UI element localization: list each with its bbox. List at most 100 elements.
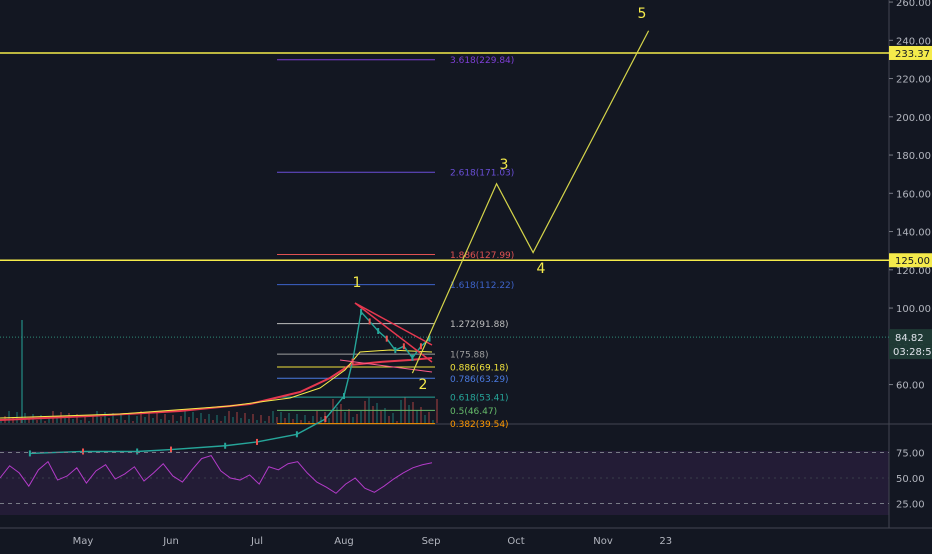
volume-bar <box>76 414 78 423</box>
candle-body <box>256 438 258 445</box>
candle-body <box>295 431 298 438</box>
fib-level-label: 0.382(39.54) <box>450 420 509 430</box>
candle-body <box>170 446 172 453</box>
volume-bar <box>424 415 426 423</box>
volume-bar <box>376 403 378 423</box>
countdown-label: 03:28:56 <box>893 347 932 358</box>
volume-bar <box>124 420 126 423</box>
price-tick-label: 260.00 <box>896 0 931 9</box>
candle-body <box>82 448 84 455</box>
candle-body <box>360 308 363 315</box>
price-tick-label: 160.00 <box>896 189 931 200</box>
fib-level-label: 3.618(229.84) <box>450 56 514 66</box>
volume-bar <box>260 415 262 423</box>
pattern-line <box>339 359 433 373</box>
volume-bar <box>340 404 342 423</box>
volume-bar <box>144 417 146 423</box>
volume-bar <box>84 415 86 423</box>
volume-bar <box>296 414 298 423</box>
wave-label-1: 1 <box>353 275 362 291</box>
moving-average-line <box>0 357 433 421</box>
volume-bar <box>268 416 270 423</box>
volume-bar <box>408 405 410 423</box>
volume-bar <box>28 419 30 423</box>
volume-bar <box>216 415 218 423</box>
fib-level-label: 1.886(127.99) <box>450 251 514 261</box>
volume-bar <box>228 411 230 423</box>
volume-bar <box>244 413 246 423</box>
fib-level-label: 1.272(91.88) <box>450 320 509 330</box>
volume-bar <box>280 412 282 423</box>
volume-bar <box>160 419 162 423</box>
time-tick-label: May <box>73 536 94 547</box>
countdown-tag <box>889 344 932 360</box>
volume-bar <box>48 416 50 423</box>
candle-body <box>343 393 345 400</box>
fib-level-label: 0.886(69.18) <box>450 363 509 373</box>
candle-body <box>385 335 388 342</box>
volume-bar <box>128 415 130 423</box>
candle-body <box>368 318 371 325</box>
time-tick-label: Oct <box>507 536 524 547</box>
rsi-band-fill <box>0 451 889 515</box>
volume-bar <box>384 408 386 423</box>
candle-body <box>324 415 327 422</box>
volume-bar <box>164 414 166 423</box>
volume-bar <box>420 407 422 423</box>
triangle-upper-line <box>354 302 433 346</box>
volume-bar <box>208 414 210 423</box>
volume-bar <box>400 400 402 423</box>
rsi-line <box>0 454 433 494</box>
volume-bar <box>116 419 118 423</box>
volume-bar <box>264 421 266 423</box>
price-tick-label: 100.00 <box>896 304 931 315</box>
volume-bar <box>396 421 398 423</box>
elliott-wave-projection <box>411 30 650 374</box>
volume-bar <box>364 401 366 423</box>
volume-bar <box>372 406 374 423</box>
time-tick-label: Aug <box>334 536 354 547</box>
volume-bar <box>252 414 254 423</box>
volume-bar <box>56 417 58 423</box>
horizontal-level-label: 125.00 <box>895 256 930 267</box>
volume-bar <box>276 417 278 423</box>
fib-level-label: 1(75.88) <box>450 351 489 361</box>
volume-bar <box>168 420 170 423</box>
volume-bar <box>192 412 194 423</box>
volume-bar <box>172 415 174 423</box>
current-price-label: 84.82 <box>895 333 924 344</box>
rsi-tick-label: 25.00 <box>896 500 925 511</box>
price-tick-label: 220.00 <box>896 75 931 86</box>
volume-bar <box>140 411 142 423</box>
candle-body <box>402 343 405 350</box>
price-tick-label: 120.00 <box>896 266 931 277</box>
fib-level-label: 0.786(63.29) <box>450 375 509 385</box>
volume-bar <box>348 409 350 423</box>
volume-bar <box>232 417 234 423</box>
volume-bar <box>68 413 70 423</box>
rsi-tick-label: 75.00 <box>896 449 925 460</box>
volume-bar <box>72 419 74 423</box>
volume-bar <box>152 418 154 423</box>
volume-bar <box>36 420 38 423</box>
volume-bar <box>132 421 134 423</box>
volume-bar <box>288 413 290 423</box>
price-tick-label: 200.00 <box>896 113 931 124</box>
volume-bar <box>112 413 114 423</box>
volume-bar <box>428 412 430 423</box>
candle-body <box>419 343 422 350</box>
candle-body <box>224 442 227 449</box>
volume-bar <box>224 416 226 423</box>
rsi-tick-label: 50.00 <box>896 474 925 485</box>
volume-bar <box>292 419 294 423</box>
volume-bar <box>196 418 198 423</box>
volume-bar <box>148 412 150 423</box>
volume-bar <box>312 416 314 423</box>
volume-bar <box>104 412 106 423</box>
candle-body <box>28 450 31 457</box>
wave-label-2: 2 <box>419 377 428 393</box>
fib-level-label: 0.5(46.47) <box>450 407 497 417</box>
time-tick-label: Jul <box>250 536 263 547</box>
